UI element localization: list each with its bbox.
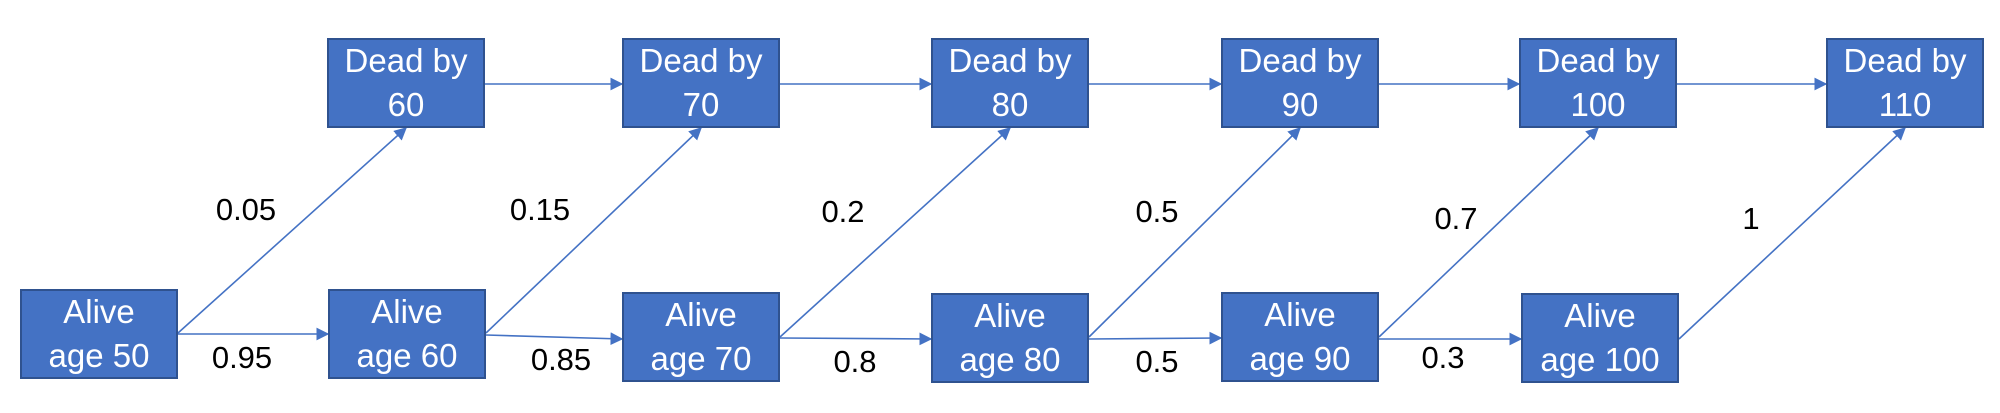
- death-prob-label: 0.05: [215, 192, 277, 227]
- dead-box-age: 90: [1281, 86, 1319, 123]
- alive-box-70: Alive age 70: [622, 292, 780, 382]
- survive-arrow: [779, 332, 933, 346]
- survive-prob-label: 0.95: [211, 340, 273, 375]
- survive-prob-label: 0.85: [530, 342, 592, 377]
- survive-prob-label: 0.5: [1135, 344, 1179, 379]
- dead-box-age: 80: [991, 86, 1029, 123]
- dead-box-age: 70: [682, 86, 720, 123]
- alive-box-label: Alive: [371, 293, 443, 330]
- alive-box-100: Alive age 100: [1521, 293, 1679, 383]
- dead-box-70: Dead by 70: [622, 38, 780, 128]
- dead-box-label: Dead by: [639, 42, 763, 79]
- dead-box-label: Dead by: [344, 42, 468, 79]
- alive-box-age: age 80: [959, 341, 1061, 378]
- survive-arrow: [1088, 331, 1223, 345]
- death-arrow: [1088, 127, 1301, 338]
- dead-box-label: Dead by: [1238, 42, 1362, 79]
- alive-box-label: Alive: [665, 296, 737, 333]
- dead-box-110: Dead by 110: [1826, 38, 1984, 128]
- dead-box-label: Dead by: [1843, 42, 1967, 79]
- death-arrow: [1678, 127, 1906, 340]
- alive-box-50: Alive age 50: [20, 289, 178, 379]
- death-arrow: [1378, 127, 1599, 338]
- dead-box-label: Dead by: [948, 42, 1072, 79]
- dead-box-100: Dead by 100: [1519, 38, 1677, 128]
- death-arrow: [779, 127, 1011, 338]
- dead-box-80: Dead by 80: [931, 38, 1089, 128]
- death-prob-label: 0.5: [1135, 194, 1179, 229]
- dead-box-60: Dead by 60: [327, 38, 485, 128]
- death-arrow: [177, 127, 407, 334]
- dead-box-label: Dead by: [1536, 42, 1660, 79]
- alive-box-label: Alive: [974, 297, 1046, 334]
- dead-box-90: Dead by 90: [1221, 38, 1379, 128]
- alive-box-label: Alive: [1264, 296, 1336, 333]
- alive-box-age: age 60: [356, 337, 458, 374]
- death-arrow: [485, 127, 702, 334]
- dead-box-age: 110: [1878, 86, 1932, 123]
- survive-arrow: [485, 332, 624, 346]
- death-prob-label: 0.15: [509, 192, 571, 227]
- alive-box-90: Alive age 90: [1221, 292, 1379, 382]
- alive-box-60: Alive age 60: [328, 289, 486, 379]
- alive-box-80: Alive age 80: [931, 293, 1089, 383]
- alive-box-age: age 90: [1249, 340, 1351, 377]
- alive-box-age: age 70: [650, 340, 752, 377]
- survive-prob-label: 0.8: [833, 344, 877, 379]
- survive-prob-label: 0.3: [1421, 340, 1465, 375]
- dead-box-age: 60: [387, 86, 425, 123]
- alive-box-age: age 50: [48, 337, 150, 374]
- death-prob-label: 0.7: [1434, 201, 1478, 236]
- alive-box-label: Alive: [1564, 297, 1636, 334]
- death-prob-label: 0.2: [821, 194, 865, 229]
- dead-box-age: 100: [1570, 86, 1626, 123]
- alive-box-label: Alive: [63, 293, 135, 330]
- death-prob-label: 1: [1742, 201, 1760, 236]
- alive-box-age: age 100: [1540, 341, 1660, 378]
